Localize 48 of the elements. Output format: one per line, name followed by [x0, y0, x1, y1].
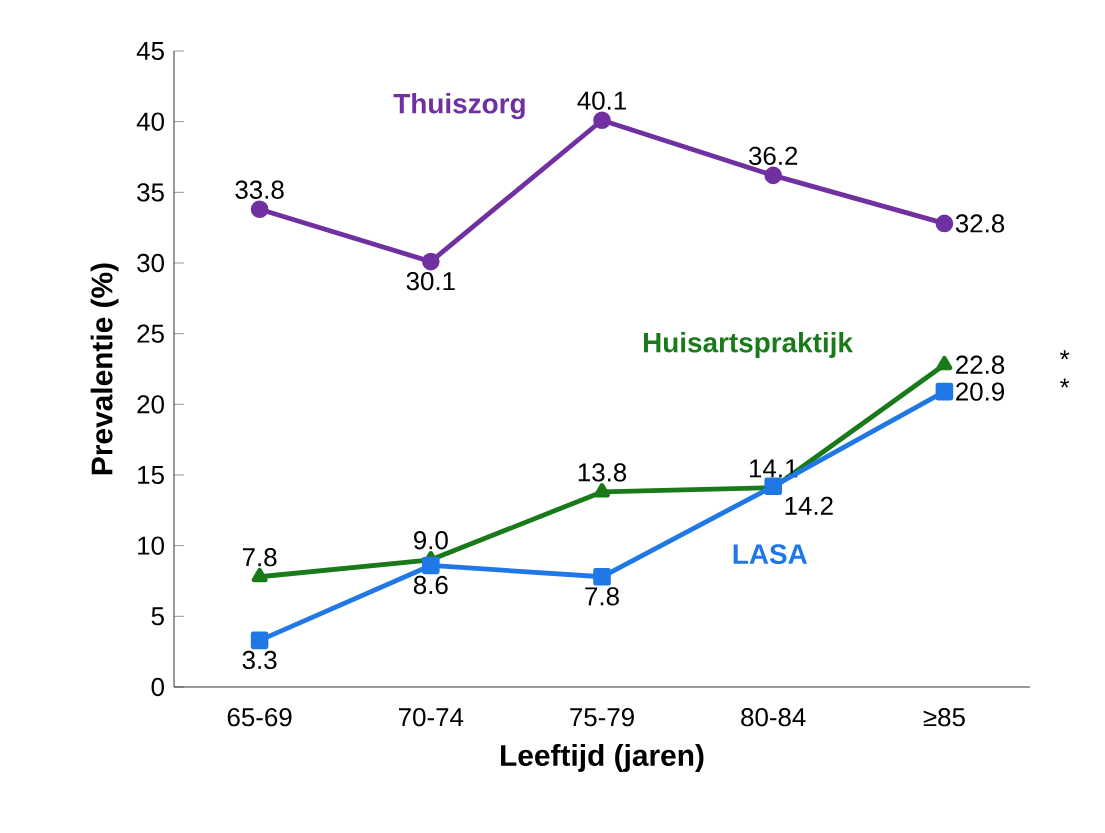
data-label: 8.6 — [413, 575, 448, 595]
data-label: 14.2 — [785, 496, 833, 515]
x-axis-title: Leeftijd (jaren) — [501, 744, 704, 772]
point — [594, 483, 610, 498]
x-tick-label: ≥85 — [923, 708, 965, 727]
point — [935, 214, 954, 233]
text: * — [1059, 378, 1070, 388]
y-tick-label: 25 — [137, 324, 164, 343]
data-label: 33.8 — [235, 180, 284, 199]
data-label: 7.8 — [242, 548, 277, 567]
x-tick-label: 80-84 — [741, 708, 806, 727]
point — [250, 631, 269, 650]
y-axis-title: Prevalentie (%) — [90, 263, 119, 475]
y-tick-label: 0 — [151, 677, 164, 697]
point — [935, 382, 954, 401]
data-label: 20.9 — [956, 382, 1004, 401]
point — [422, 556, 440, 575]
data-label: 40.1 — [577, 91, 626, 110]
point — [764, 166, 783, 185]
data-label: 7.8 — [585, 587, 619, 606]
y-tick-label: 15 — [138, 465, 164, 485]
y-tick-label: 35 — [137, 183, 164, 202]
point — [593, 567, 611, 586]
y-tick-label: 20 — [137, 395, 164, 414]
point — [422, 252, 440, 271]
point — [936, 355, 953, 371]
data-label: 30.1 — [406, 271, 455, 291]
text: * — [1059, 350, 1070, 360]
x-tick-label: 70-74 — [399, 708, 464, 727]
y-tick-label: 40 — [136, 112, 164, 131]
x-tick-label: 65-69 — [227, 708, 292, 727]
data-label: 3.3 — [242, 650, 277, 670]
y-tick-label: 30 — [137, 253, 164, 273]
series-label: LASA — [733, 544, 808, 565]
y-tick-label: 45 — [136, 41, 164, 61]
series-label: Thuiszorg — [393, 93, 525, 120]
point — [250, 200, 269, 219]
data-label: 13.8 — [578, 463, 627, 482]
y-tick-label: 10 — [138, 536, 164, 555]
y-tick-label: 5 — [151, 607, 164, 626]
data-label: 9.0 — [414, 531, 448, 550]
data-label: 22.8 — [956, 355, 1005, 374]
text: Huisartspraktijk — [643, 331, 853, 358]
data-label: 36.2 — [749, 146, 798, 165]
point — [593, 111, 611, 130]
point — [251, 567, 268, 583]
data-label: 32.8 — [955, 214, 1005, 233]
x-tick-label: 75-79 — [570, 708, 634, 727]
